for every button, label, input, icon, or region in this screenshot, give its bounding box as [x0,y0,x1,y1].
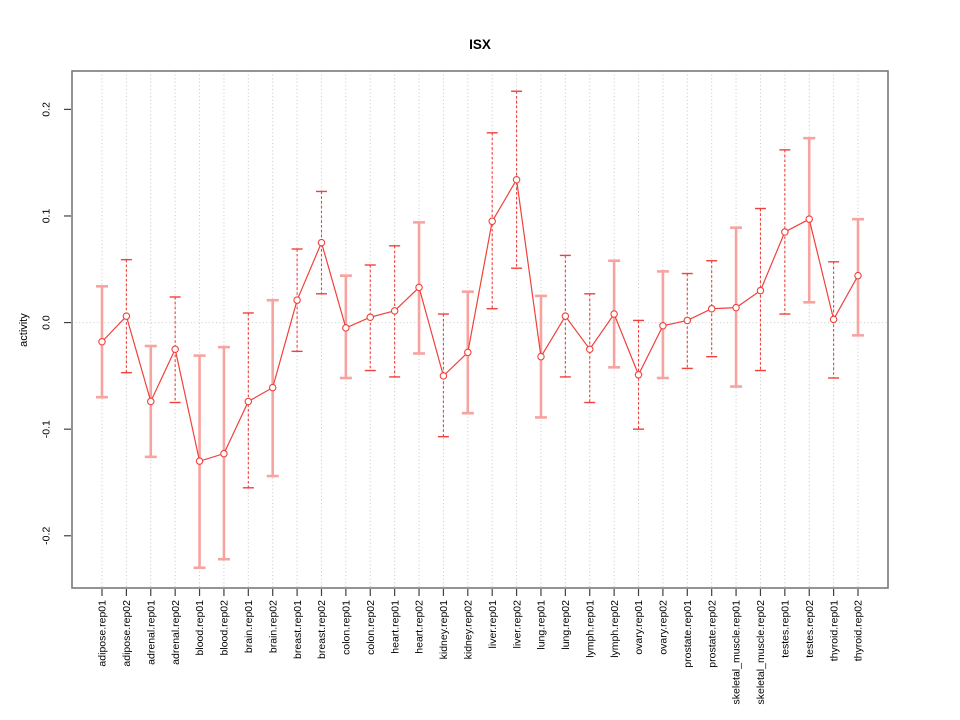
data-point-marker [171,345,179,353]
x-tick-label: adrenal.rep02 [170,600,182,665]
data-point-marker [220,449,228,458]
y-axis: -0.2 -0.1 0.0 0.1 0.2 [41,102,71,545]
x-tick-label: heart.rep01 [389,600,401,654]
data-point-marker [195,457,204,465]
activity-series-polyline [101,177,859,462]
error-bar [559,254,571,378]
data-point-marker [610,310,618,318]
x-axis: adipose.rep01 adipose.rep02 adrenal.rep01 a… [97,589,865,704]
x-tick-label: ovary.rep02 [658,600,670,655]
error-bar [120,258,132,374]
data-point-marker [317,238,326,247]
data-point-marker [707,304,716,313]
error-bar [681,272,693,370]
x-tick-label: ovary.rep01 [633,600,645,655]
error-bar [315,190,327,295]
data-point-marker [293,296,301,304]
x-tick-label: adipose.rep02 [121,600,133,667]
x-tick-label: breast.rep02 [316,600,328,659]
y-tick-label: 0.1 [41,209,53,224]
error-bar [291,248,303,353]
x-tick-label: colon.rep01 [341,600,353,655]
y-tick-label: -0.2 [41,527,53,545]
data-point-marker [659,322,667,330]
plot-border [71,70,889,589]
data-point-marker [147,397,155,406]
y-tick-label: 0.0 [41,315,53,330]
data-point-marker [561,312,570,320]
gridlines [101,71,859,588]
data-point-marker [683,316,692,325]
data-point-marker [732,303,740,312]
x-tick-label: colon.rep02 [365,600,377,655]
data-point-marker [854,271,862,280]
x-tick-label: thyroid.rep02 [853,600,865,661]
data-points [98,175,862,465]
data-point-marker [805,215,813,223]
data-point-marker [512,175,521,184]
x-tick-label: blood.rep02 [219,600,231,656]
data-point-marker [98,338,106,346]
data-point-marker [756,286,765,295]
data-point-marker [464,348,472,357]
x-tick-label: breast.rep01 [292,600,304,659]
x-tick-label: skeletal_muscle.rep01 [731,600,743,705]
data-point-marker [415,283,423,292]
x-tick-label: adipose.rep01 [97,600,109,667]
series-line [101,177,859,462]
data-point-marker [585,345,594,353]
x-tick-label: liver.rep01 [487,600,499,649]
x-tick-label: brain.rep02 [267,600,279,653]
x-tick-label: thyroid.rep01 [828,600,840,661]
data-point-marker [244,397,253,406]
x-tick-label: testes.rep02 [804,600,816,658]
data-point-marker [342,324,350,332]
plot-frame [71,70,889,589]
x-tick-label: lymph.rep02 [609,600,621,658]
y-tick-label: -0.1 [41,420,53,438]
x-tick-label: prostate.rep02 [706,600,718,668]
error-bar [389,245,401,378]
data-point-marker [390,307,399,315]
data-point-marker [268,383,277,392]
data-point-marker [488,217,496,226]
x-tick-label: heart.rep02 [414,600,426,654]
x-tick-label: lung.rep01 [536,600,548,650]
x-tick-label: skeletal_muscle.rep02 [755,600,767,705]
data-point-marker [366,313,375,321]
data-point-marker [781,228,789,236]
data-point-marker [634,371,643,379]
y-axis-title: activity [18,313,30,347]
data-point-marker [829,315,838,324]
error-bar [706,260,718,358]
x-tick-label: brain.rep01 [243,600,255,653]
x-tick-label: blood.rep01 [194,600,206,656]
chart-title: ISX [469,37,491,52]
error-bar [754,207,766,372]
data-point-marker [537,352,545,361]
error-bar [364,264,376,372]
x-tick-label: kidney.rep01 [438,600,450,660]
x-tick-label: adrenal.rep01 [145,600,157,665]
x-tick-label: kidney.rep02 [462,600,474,660]
x-tick-label: lymph.rep01 [584,600,596,658]
y-tick-label: 0.2 [41,102,53,117]
error-bar [169,296,181,404]
error-bar [437,313,449,438]
data-point-marker [122,312,131,320]
x-tick-label: prostate.rep01 [682,600,694,668]
error-bars [96,90,864,570]
data-point-marker [439,372,448,380]
x-tick-label: testes.rep01 [780,600,792,658]
x-tick-label: liver.rep02 [511,600,523,649]
x-tick-label: lung.rep02 [560,600,572,650]
